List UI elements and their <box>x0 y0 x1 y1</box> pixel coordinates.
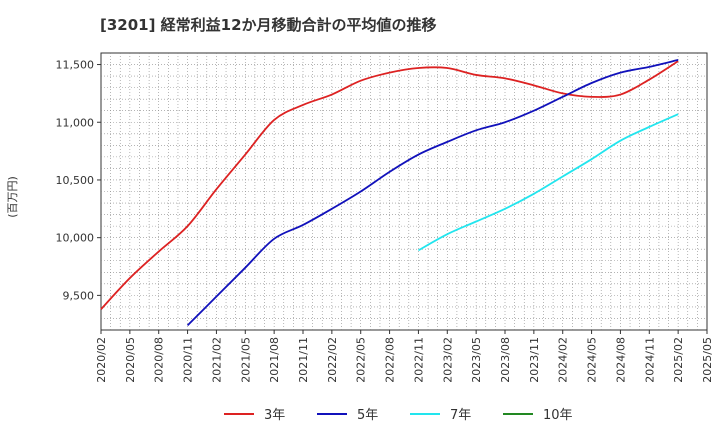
x-tick-label: 2024/11 <box>643 337 656 383</box>
x-tick-label: 2023/08 <box>499 337 512 383</box>
x-tick-label: 2021/08 <box>268 337 281 383</box>
legend-label-2: 7年 <box>450 408 471 423</box>
series-layer <box>100 59 679 327</box>
x-tick-label: 2021/11 <box>297 337 310 383</box>
x-tick-label: 2022/11 <box>412 337 425 383</box>
y-tick-label: 9,500 <box>63 289 95 302</box>
y-tick-label: 11,500 <box>56 59 95 72</box>
x-tick-label: 2020/11 <box>182 337 195 383</box>
x-tick-label: 2022/08 <box>384 337 397 383</box>
legend-label-3: 10年 <box>543 408 573 423</box>
x-tick-label: 2024/08 <box>614 337 627 383</box>
x-tick-label: 2025/02 <box>672 337 685 383</box>
legend-label-0: 3年 <box>264 408 285 423</box>
series-line-1 <box>186 59 679 327</box>
series-line-2 <box>417 113 679 252</box>
x-tick-label: 2020/05 <box>124 337 137 383</box>
x-tick-label: 2023/11 <box>528 337 541 383</box>
x-tick-label: 2023/05 <box>470 337 483 383</box>
x-tick-label: 2021/05 <box>239 337 252 383</box>
chart-title: [3201] 経常利益12か月移動合計の平均値の推移 <box>100 16 437 34</box>
x-tick-label: 2024/05 <box>586 337 599 383</box>
grid-layer <box>101 53 707 330</box>
y-tick-label: 11,000 <box>56 116 95 129</box>
y-axis-label: (百万円) <box>6 176 19 218</box>
x-tick-label: 2021/02 <box>210 337 223 383</box>
x-tick-label: 2024/02 <box>557 337 570 383</box>
y-tick-labels: 9,500 10,000 10,500 11,000 11,500 <box>56 59 101 302</box>
legend: 3年 5年 7年 10年 <box>224 408 573 423</box>
series-line-0 <box>100 60 679 310</box>
x-tick-label: 2023/02 <box>441 337 454 383</box>
x-tick-labels: 2020/02 2020/05 2020/08 2020/11 2021/02 2021/… <box>95 330 714 383</box>
x-tick-label: 2020/08 <box>153 337 166 383</box>
x-tick-label: 2025/05 <box>701 337 714 383</box>
legend-label-1: 5年 <box>357 408 378 423</box>
x-tick-label: 2022/05 <box>355 337 368 383</box>
x-tick-label: 2020/02 <box>95 337 108 383</box>
y-tick-label: 10,000 <box>56 232 95 245</box>
x-tick-label: 2022/02 <box>326 337 339 383</box>
y-tick-label: 10,500 <box>56 174 95 187</box>
